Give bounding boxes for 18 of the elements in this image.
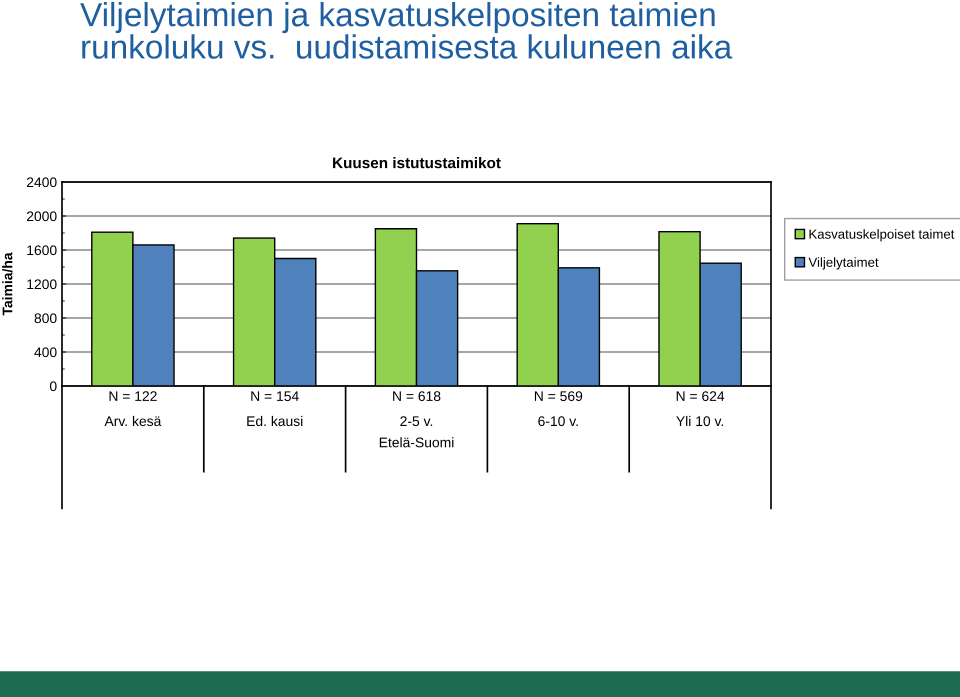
y-axis-title: Taimia/ha	[2, 252, 13, 316]
y-tick-label: 400	[34, 347, 57, 358]
chart-subtitle: Kuusen istutustaimikot	[333, 157, 501, 168]
legend-label: Kasvatuskelpoiset taimet	[810, 229, 954, 242]
x-axis-title: Etelä-Suomi	[380, 437, 454, 448]
y-tick-label: 800	[34, 313, 57, 324]
x-tick-label: N = 618 2-5 v.	[393, 391, 440, 426]
x-tick-label: N = 569 6-10 v.	[534, 391, 582, 426]
y-tick-label: 2000	[26, 211, 57, 222]
x-tick-label: N = 624 Yli 10 v.	[676, 391, 724, 426]
chart-title: Viljelytaimien ja kasvatuskelpositen taimien runkoluku vs. uudistamisesta kuluneen aika	[80, 2, 732, 59]
y-tick-label: 1600	[27, 245, 57, 256]
x-tick-label: N = 154 Ed. kausi	[247, 391, 302, 426]
y-tick-label: 0	[50, 381, 57, 392]
x-tick-label: N = 122 Arv. kesä	[104, 391, 162, 426]
legend-label: Viljelytaimet	[808, 257, 878, 270]
y-tick-label: 1200	[27, 279, 57, 290]
y-tick-label: 2400	[26, 177, 57, 188]
